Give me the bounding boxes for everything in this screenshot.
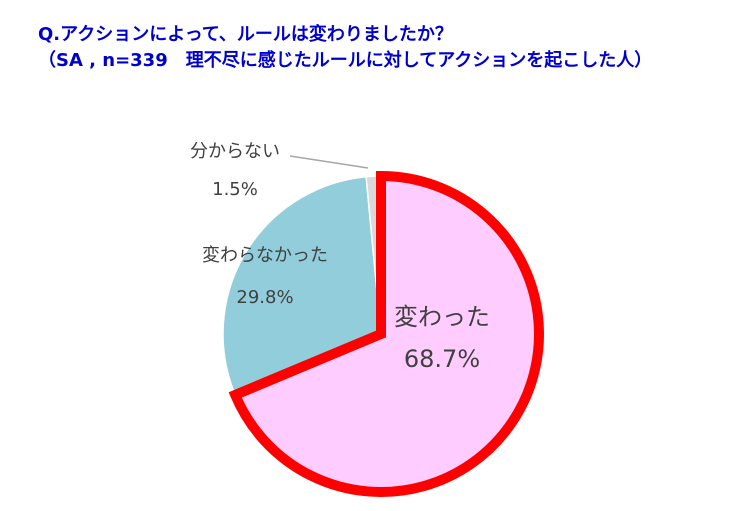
slice-label: 分からない: [190, 141, 280, 162]
value-label: 29.8%: [236, 287, 293, 308]
header: Q.アクションによって、ルールは変わりましたか？ （SA , n=339 理不尽…: [38, 22, 658, 74]
leader-line: [289, 155, 369, 169]
pie-slice: [222, 175, 382, 396]
chart-subtitle: （SA , n=339 理不尽に感じたルールに対してアクションを起こした人）: [38, 50, 653, 71]
value-label: 68.7%: [404, 345, 480, 373]
pie-slice: [228, 170, 544, 497]
chart-title: Q.アクションによって、ルールは変わりましたか？: [38, 24, 453, 45]
slice-label: 変わらなかった: [202, 245, 328, 266]
slice-label: 変わった: [394, 303, 490, 331]
value-label: 1.5%: [212, 179, 258, 200]
